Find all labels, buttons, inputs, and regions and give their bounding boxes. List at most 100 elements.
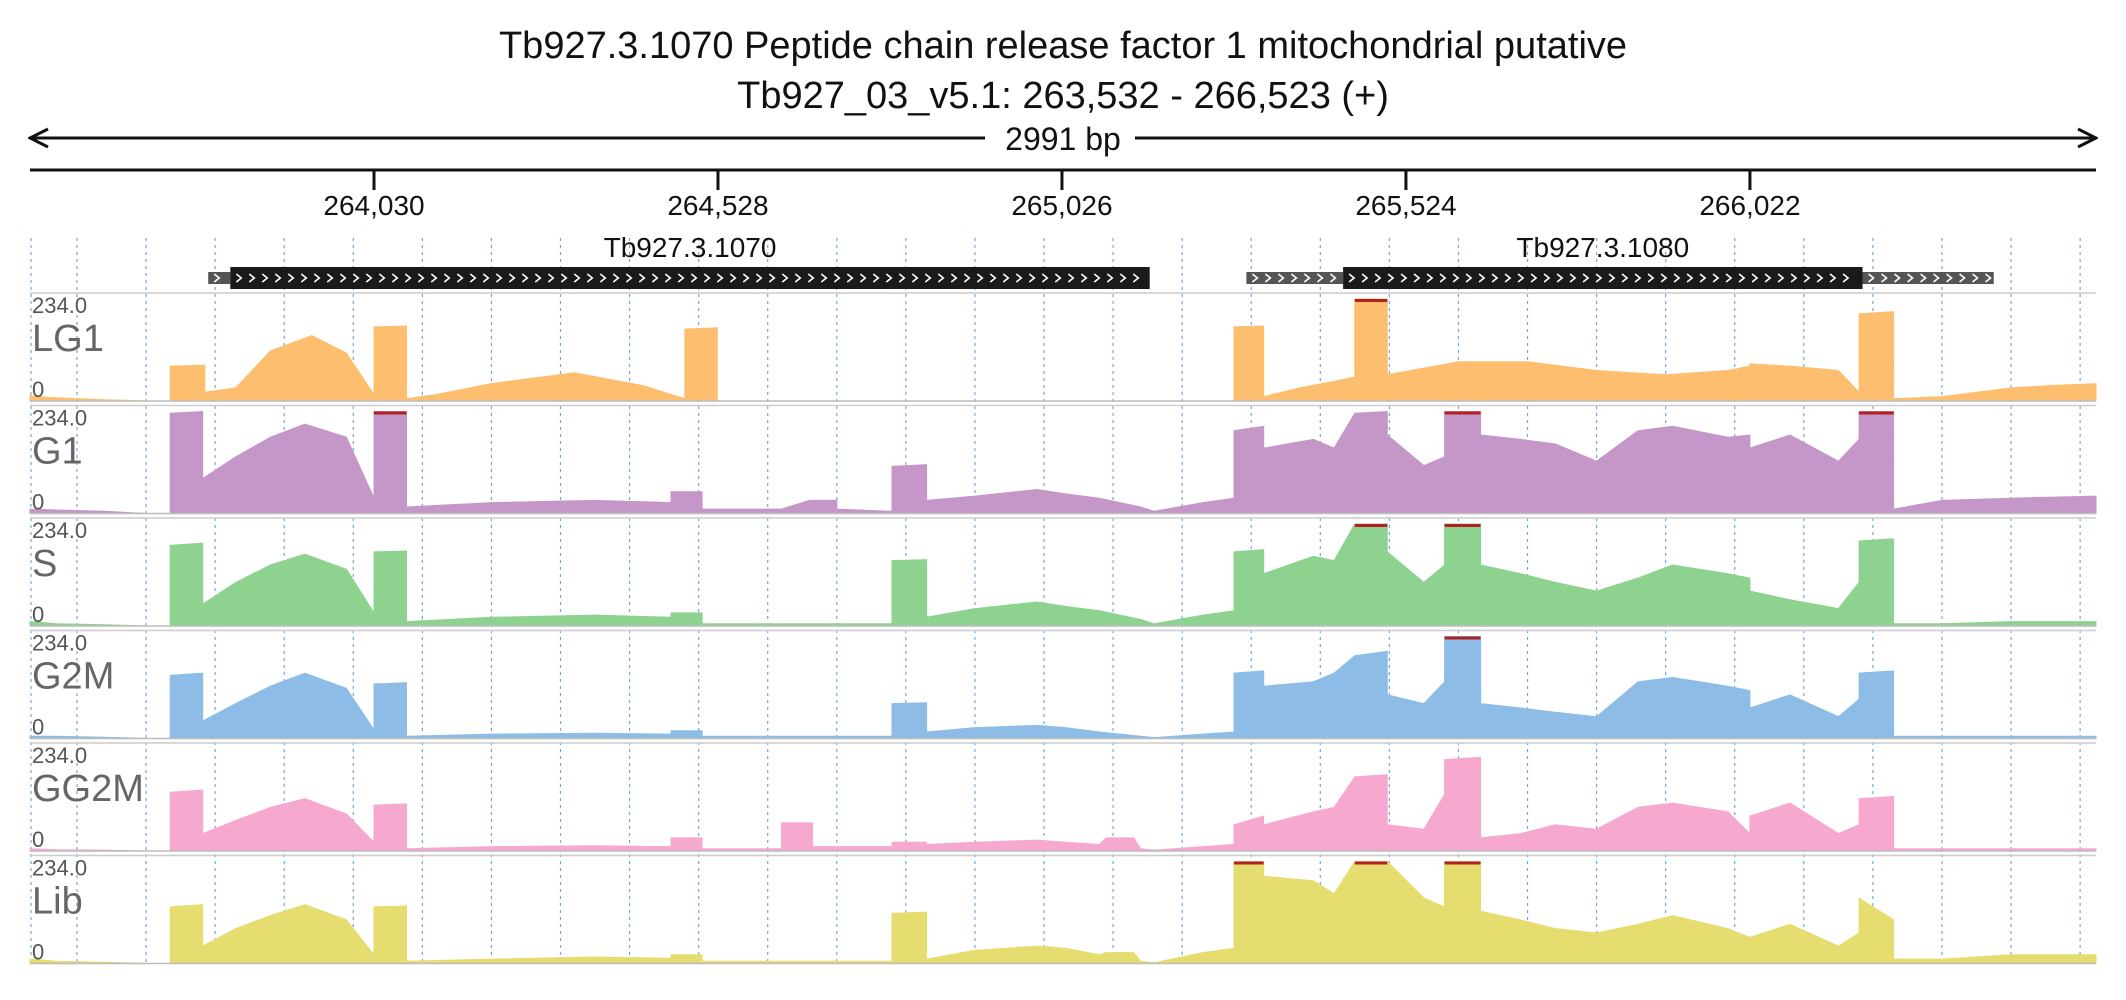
coverage-area [29,636,2097,739]
strand-chevron [313,273,321,283]
coverage-area [29,298,2097,402]
strand-chevron [1504,273,1512,283]
track-scale-min: 0 [32,827,44,852]
strand-chevron [1972,273,1979,283]
gene-annotations: Tb927.3.1070 Tb927.3.1080 [208,232,1994,289]
strand-chevron [872,273,880,283]
strand-chevron [287,273,295,283]
strand-chevron [820,273,828,283]
coverage-tracks: 234.00LG1234.00G1234.00S234.00G2M234.00G… [29,292,2097,965]
strand-chevron [248,273,256,283]
strand-chevron [664,273,672,283]
strand-chevron [1119,273,1127,283]
track-LG1: 234.0 0 LG1 [29,292,2097,402]
track-scale-min: 0 [32,715,44,740]
strand-chevron [1894,273,1901,283]
strand-chevron [404,273,412,283]
gene-cds [230,267,1150,289]
strand-chevron [482,273,490,283]
strand-chevron [742,273,750,283]
track-name: GG2M [32,768,144,810]
strand-chevron [1002,273,1010,283]
strand-chevron [989,273,997,283]
gene-Tb927.3.1080[interactable]: Tb927.3.1080 [1246,232,1994,289]
strand-chevron [1569,273,1577,283]
strand-chevron [1106,273,1114,283]
span-label: 2991 bp [1005,121,1121,157]
gene-Tb927.3.1070[interactable]: Tb927.3.1070 [208,232,1150,289]
title-line-2: Tb927_03_v5.1: 263,532 - 266,523 (+) [737,75,1389,117]
strand-chevron [261,273,269,283]
strand-chevron [1907,273,1914,283]
strand-chevron [794,273,802,283]
title-line-1: Tb927.3.1070 Peptide chain release facto… [499,25,1627,67]
clip-marker [373,411,407,415]
strand-chevron [1959,273,1966,283]
strand-chevron [651,273,659,283]
strand-chevron [1054,273,1062,283]
strand-chevron [469,273,477,283]
strand-chevron [417,273,425,283]
strand-chevron [1491,273,1499,283]
strand-chevron [1595,273,1603,283]
axis-tick-label: 265,524 [1355,190,1456,221]
strand-chevron [1400,273,1408,283]
strand-chevron [937,273,945,283]
coordinate-axis: 264,030 264,528 265,026 265,524 266,022 [30,168,2096,221]
strand-chevron [1543,273,1551,283]
strand-chevron [1621,273,1629,283]
strand-chevron [1751,273,1759,283]
track-S: 234.0 0 S [29,517,2097,627]
strand-chevron [1946,273,1953,283]
strand-chevron [1452,273,1460,283]
clip-marker [1444,861,1481,865]
track-scale-max: 234.0 [32,518,87,543]
strand-chevron [1816,273,1824,283]
span-ruler: 2991 bp [30,121,2096,157]
strand-chevron [638,273,646,283]
strand-chevron [521,273,529,283]
axis-tick-label: 264,030 [323,190,424,221]
strand-chevron [1803,273,1811,283]
strand-chevron [1329,273,1337,283]
strand-chevron [1413,273,1421,283]
clip-marker [1354,299,1388,302]
strand-chevron [391,273,399,283]
strand-chevron [1608,273,1616,283]
strand-chevron [1842,273,1850,283]
strand-chevron [1316,273,1324,283]
strand-chevron [1881,273,1888,283]
strand-chevron [1041,273,1049,283]
axis-tick-label: 266,022 [1699,190,1800,221]
strand-chevron [833,273,841,283]
strand-chevron [365,273,373,283]
strand-chevron [1634,273,1642,283]
strand-chevron [495,273,503,283]
strand-chevron [1303,273,1311,283]
strand-chevron [1712,273,1720,283]
strand-chevron [690,273,698,283]
strand-chevron [1290,273,1298,283]
strand-chevron [1374,273,1382,283]
strand-chevron [378,273,386,283]
axis-tick-label: 264,528 [667,190,768,221]
strand-chevron [1868,273,1875,283]
strand-chevron [1738,273,1746,283]
strand-chevron [963,273,971,283]
gene-cds [1343,267,1863,289]
strand-chevron [1080,273,1088,283]
track-name: G2M [32,656,114,698]
strand-chevron [534,273,542,283]
strand-chevron [859,273,867,283]
strand-chevron [716,273,724,283]
strand-chevron [1686,273,1694,283]
strand-chevron [352,273,360,283]
strand-chevron [846,273,854,283]
strand-chevron [807,273,815,283]
axis-tick-label: 265,026 [1011,190,1112,221]
coverage-area [29,523,2097,627]
track-G1: 234.0 0 G1 [29,404,2097,515]
strand-chevron [703,273,711,283]
strand-chevron [755,273,763,283]
